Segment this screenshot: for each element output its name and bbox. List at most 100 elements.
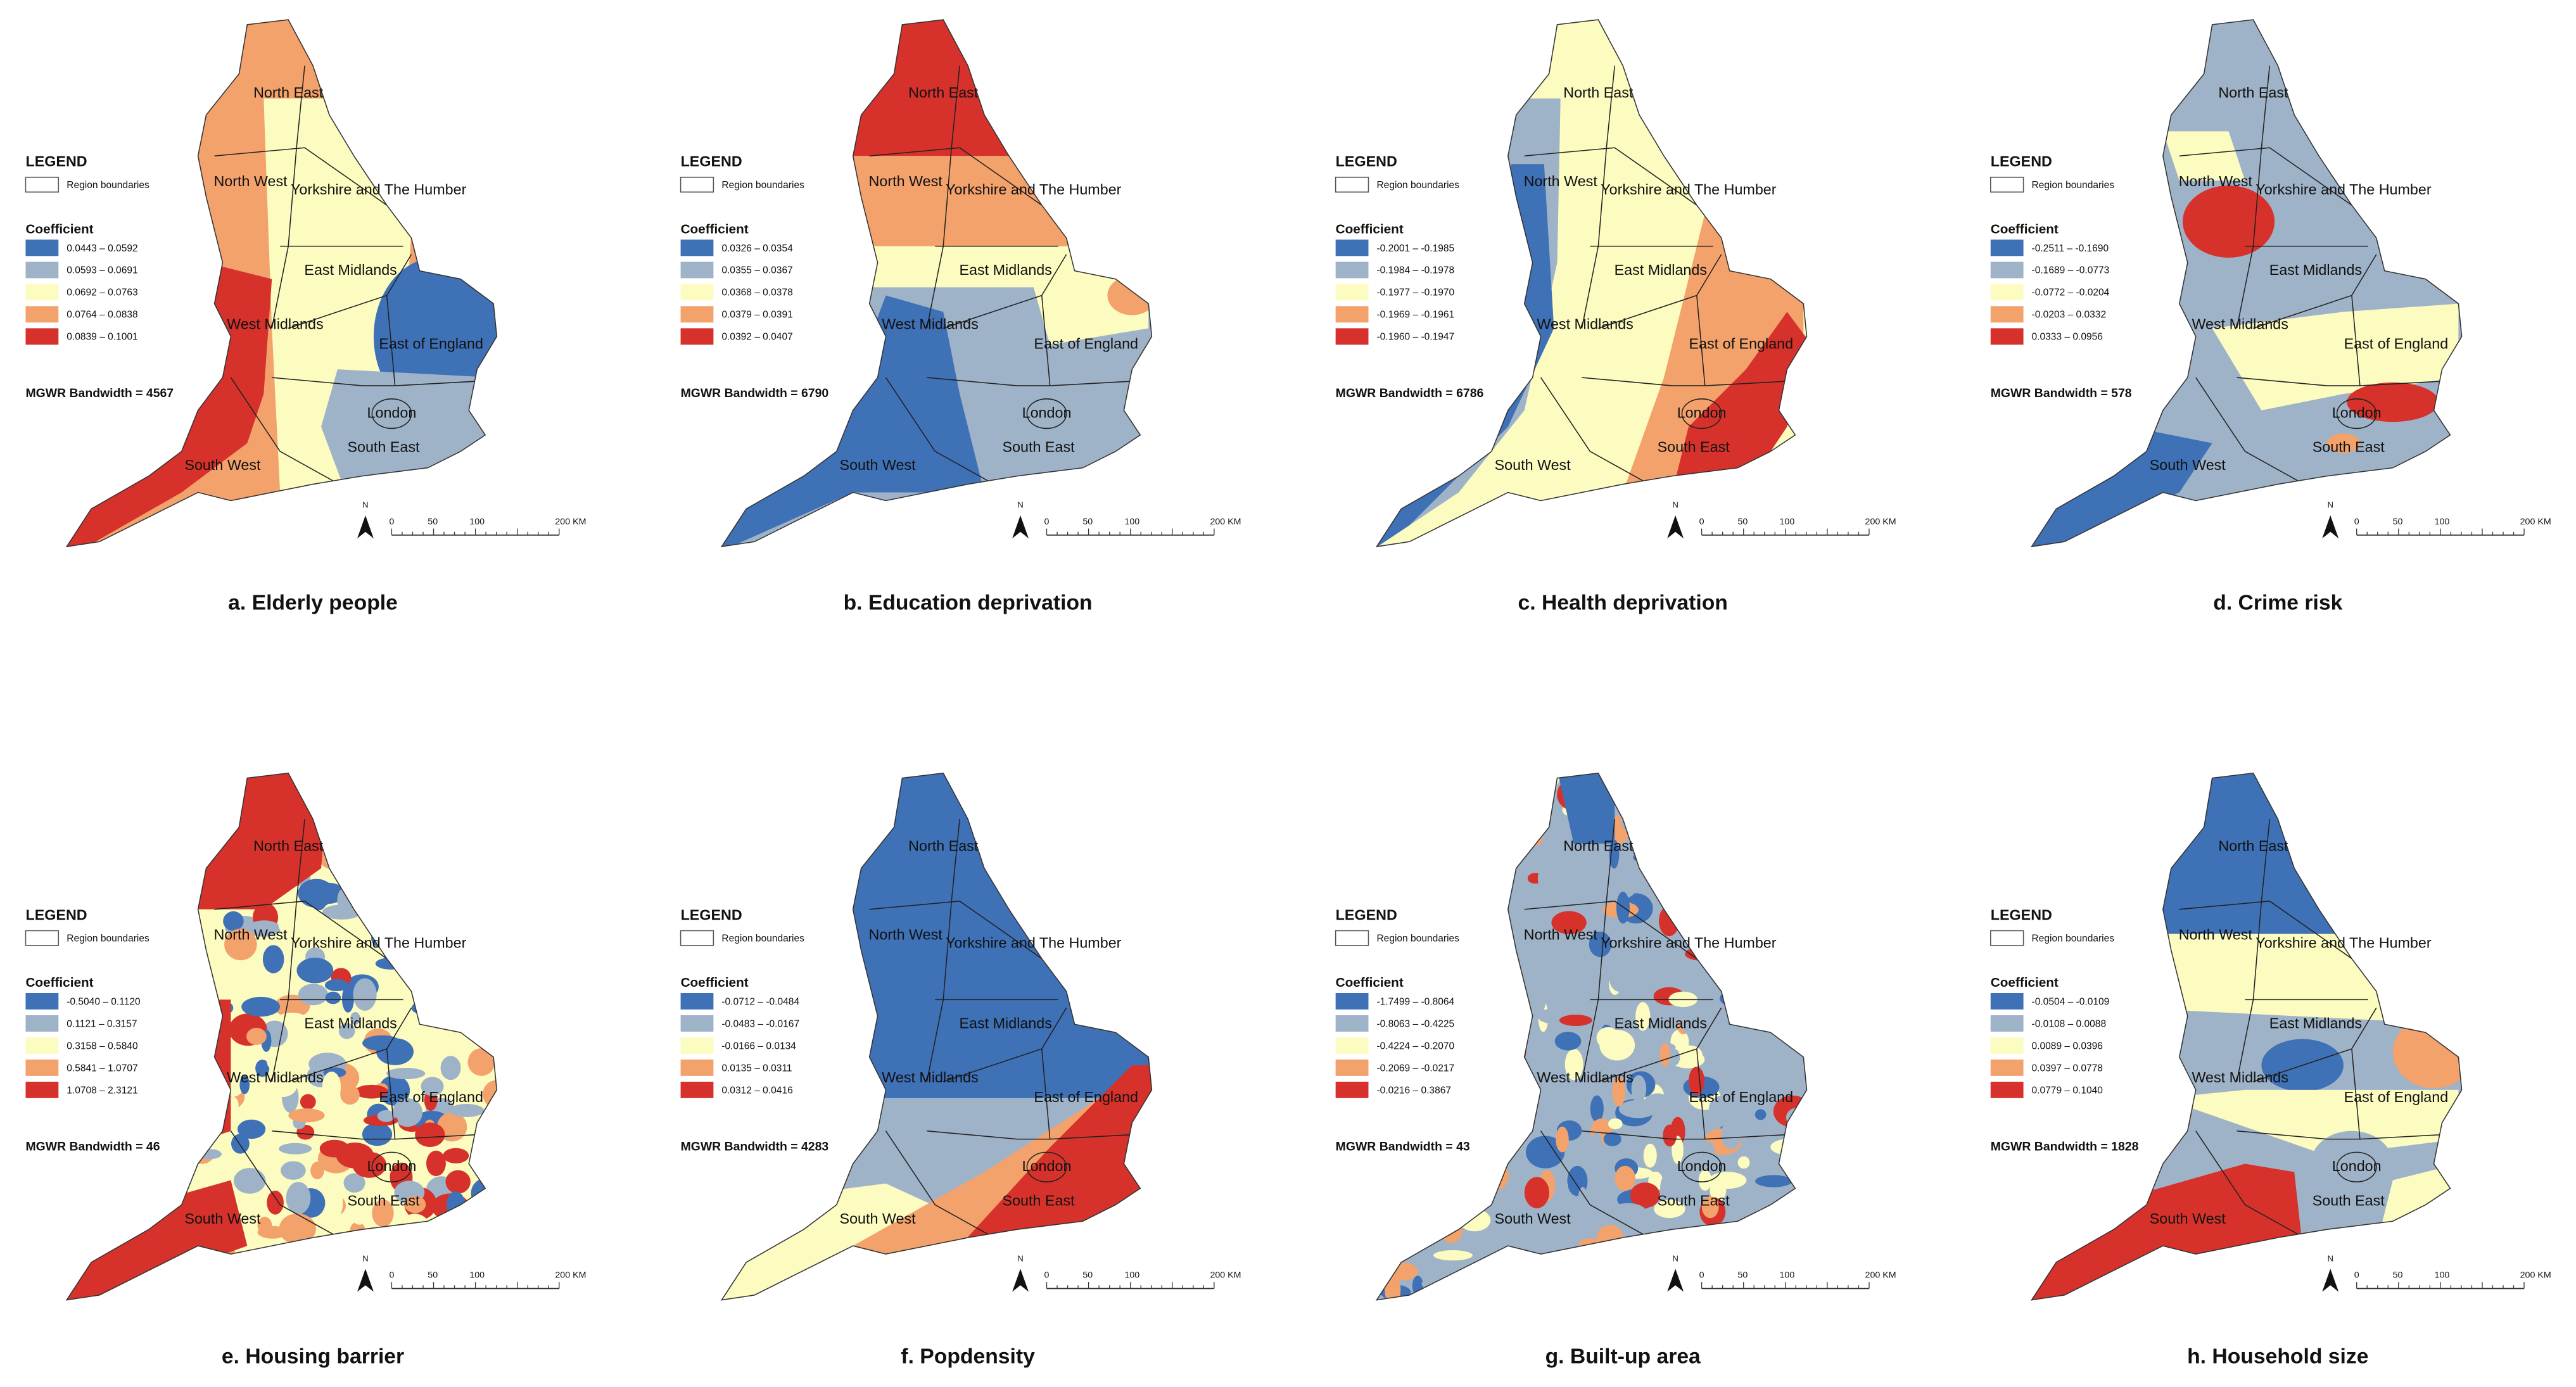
region-boundary	[1681, 1151, 1722, 1182]
zone	[442, 1235, 462, 1255]
zone	[319, 1139, 350, 1158]
legend-swatch	[25, 1037, 59, 1054]
zone	[1563, 1251, 1587, 1270]
zone	[433, 831, 457, 850]
legend-label: -0.2069 – -0.0217	[1376, 1063, 1454, 1074]
zone	[377, 1110, 395, 1122]
zone	[278, 1012, 305, 1023]
zone	[267, 1190, 284, 1215]
legend-swatch	[1990, 1037, 2024, 1054]
legend-label: Region boundaries	[2032, 180, 2115, 191]
legend-label: -0.0108 – 0.0088	[2032, 1018, 2107, 1029]
zone	[1754, 1109, 1767, 1120]
region-label: South East	[2313, 439, 2385, 455]
region-label: North West	[1524, 173, 1598, 189]
zone	[1619, 805, 1652, 822]
zone	[2392, 1016, 2462, 1089]
legend-label: 0.1121 – 0.3157	[67, 1018, 137, 1029]
zone	[1620, 773, 1659, 785]
zone	[1788, 883, 1807, 904]
legend-swatch	[1335, 1015, 1369, 1032]
zone	[1376, 776, 1384, 805]
zone	[1793, 861, 1807, 878]
zone	[1554, 1032, 1582, 1051]
zone	[1390, 837, 1430, 854]
region-label: South East	[1658, 1192, 1730, 1208]
zone	[82, 811, 93, 835]
zone	[1467, 783, 1501, 808]
region-label: West Midlands	[882, 1069, 978, 1086]
zone	[1794, 1060, 1807, 1075]
zone	[1685, 839, 1710, 854]
zone	[1468, 954, 1492, 972]
legend-subtitle: Coefficient	[25, 222, 93, 236]
region-label: North East	[2218, 84, 2288, 101]
region-boundary	[1524, 147, 1697, 206]
region-label: South East	[347, 1192, 420, 1208]
map-panel: North East North West Yorkshire and The Hu…	[680, 772, 1241, 1368]
scale-label: 100	[2435, 1270, 2450, 1281]
zone	[1539, 773, 1560, 788]
zone	[403, 1262, 416, 1289]
zone	[1376, 20, 1807, 547]
legend-label: -0.2511 – -0.1690	[2032, 243, 2109, 254]
zone	[85, 1188, 106, 1203]
map	[721, 20, 1152, 547]
region-boundary	[1582, 377, 1705, 386]
region-boundary	[2261, 65, 2271, 148]
region-boundary	[1524, 901, 1697, 960]
legend-swatch	[25, 306, 59, 323]
zone	[1731, 881, 1749, 904]
region-boundary	[2195, 1130, 2319, 1246]
zone	[1393, 1105, 1430, 1122]
map-panel: North East North West Yorkshire and The Hu…	[1989, 18, 2551, 615]
legend-label: 0.0333 – 0.0956	[2032, 332, 2103, 343]
zone	[2311, 1130, 2393, 1197]
scale-label: 100	[1779, 517, 1794, 527]
zone	[1678, 963, 1689, 991]
zone	[1471, 1181, 1490, 1199]
zone	[447, 846, 464, 878]
zone	[1412, 1094, 1442, 1108]
zone	[203, 805, 220, 830]
zone	[1416, 1172, 1450, 1184]
region-label: East of England	[2344, 1089, 2449, 1105]
zone	[40, 835, 61, 845]
region-label: Yorkshire and The Humber	[2256, 934, 2432, 951]
zone	[310, 878, 329, 911]
legend-label: 1.0708 – 2.3121	[67, 1085, 137, 1096]
zone	[1659, 1043, 1671, 1067]
zone	[134, 947, 146, 975]
zone	[384, 856, 418, 882]
zone	[1464, 773, 1492, 801]
zone	[1713, 1237, 1735, 1256]
zone	[279, 1143, 312, 1155]
bandwidth: MGWR Bandwidth = 4283	[681, 1140, 829, 1154]
zone	[1605, 1032, 1628, 1050]
zone	[1376, 787, 1378, 819]
legend-swatch	[1990, 284, 2024, 301]
zone	[424, 971, 446, 1004]
scale-label: 50	[428, 1270, 438, 1281]
zone	[1537, 1253, 1558, 1265]
zone	[315, 1267, 331, 1281]
region-boundary	[2179, 147, 2352, 206]
scale-label: 200 KM	[1210, 517, 1241, 527]
zone	[1616, 891, 1630, 924]
zone	[1646, 862, 1682, 873]
region-boundary	[1606, 819, 1616, 901]
region-label: Yorkshire and The Humber	[946, 181, 1122, 198]
zone	[1489, 959, 1513, 975]
zone	[415, 1122, 445, 1148]
zone	[1415, 1154, 1435, 1165]
legend-swatch	[1990, 328, 2024, 345]
zone	[1767, 1279, 1799, 1300]
legend-swatch	[1990, 239, 2024, 256]
zone	[1739, 950, 1767, 983]
zone	[1656, 1251, 1672, 1262]
zone	[1608, 1118, 1623, 1130]
map-panel: North East North West Yorkshire and The Hu…	[1989, 772, 2551, 1368]
zone	[2162, 131, 2245, 181]
legend-swatch	[1990, 306, 2024, 323]
